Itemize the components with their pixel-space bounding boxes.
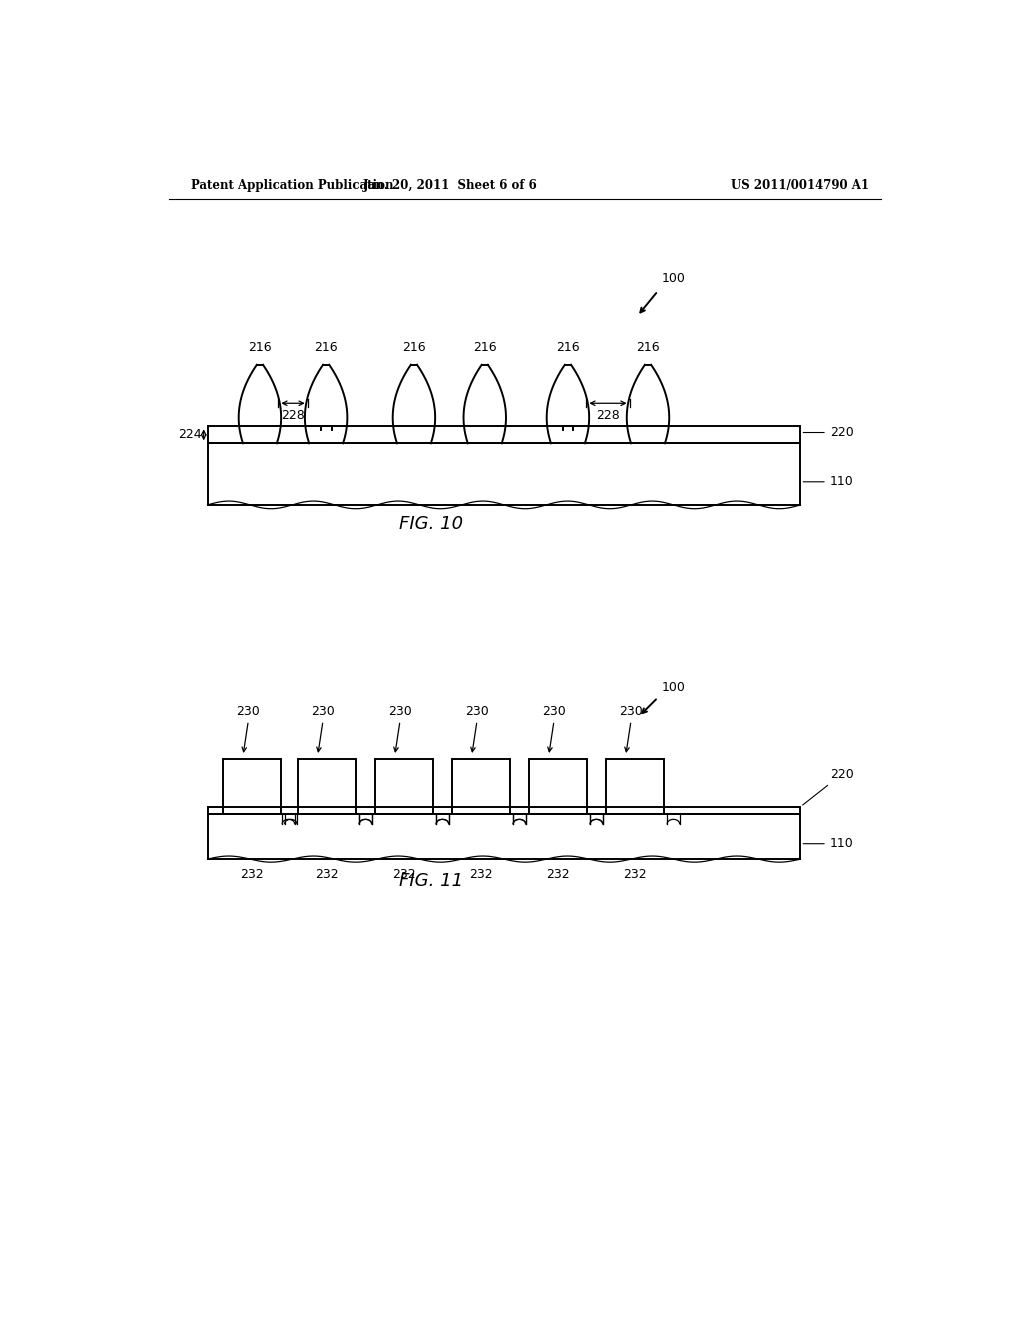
Text: 110: 110 bbox=[803, 837, 853, 850]
Text: 216: 216 bbox=[556, 341, 580, 354]
Text: 216: 216 bbox=[402, 341, 426, 354]
Text: 232: 232 bbox=[469, 869, 493, 882]
Text: 232: 232 bbox=[623, 869, 647, 882]
Text: 230: 230 bbox=[237, 705, 260, 718]
Text: 230: 230 bbox=[465, 705, 488, 718]
Text: 224: 224 bbox=[178, 428, 202, 441]
Text: FIG. 11: FIG. 11 bbox=[398, 871, 463, 890]
Text: 100: 100 bbox=[662, 681, 686, 693]
Text: 110: 110 bbox=[803, 475, 853, 488]
Text: 228: 228 bbox=[282, 409, 305, 421]
Text: 216: 216 bbox=[473, 341, 497, 354]
Text: US 2011/0014790 A1: US 2011/0014790 A1 bbox=[731, 178, 869, 191]
Text: 216: 216 bbox=[314, 341, 338, 354]
Text: 220: 220 bbox=[803, 426, 853, 440]
Text: Jan. 20, 2011  Sheet 6 of 6: Jan. 20, 2011 Sheet 6 of 6 bbox=[362, 178, 538, 191]
Text: 230: 230 bbox=[542, 705, 566, 718]
Text: 216: 216 bbox=[248, 341, 271, 354]
Text: 230: 230 bbox=[620, 705, 643, 718]
Text: 228: 228 bbox=[596, 409, 620, 421]
Text: 232: 232 bbox=[315, 869, 339, 882]
Text: 220: 220 bbox=[803, 768, 853, 805]
Text: 216: 216 bbox=[636, 341, 659, 354]
Text: 232: 232 bbox=[546, 869, 569, 882]
Text: 230: 230 bbox=[388, 705, 412, 718]
Text: 230: 230 bbox=[311, 705, 335, 718]
Text: FIG. 10: FIG. 10 bbox=[398, 515, 463, 533]
Text: 232: 232 bbox=[241, 869, 264, 882]
Text: 100: 100 bbox=[662, 272, 686, 285]
Text: 232: 232 bbox=[392, 869, 416, 882]
Text: Patent Application Publication: Patent Application Publication bbox=[190, 178, 393, 191]
